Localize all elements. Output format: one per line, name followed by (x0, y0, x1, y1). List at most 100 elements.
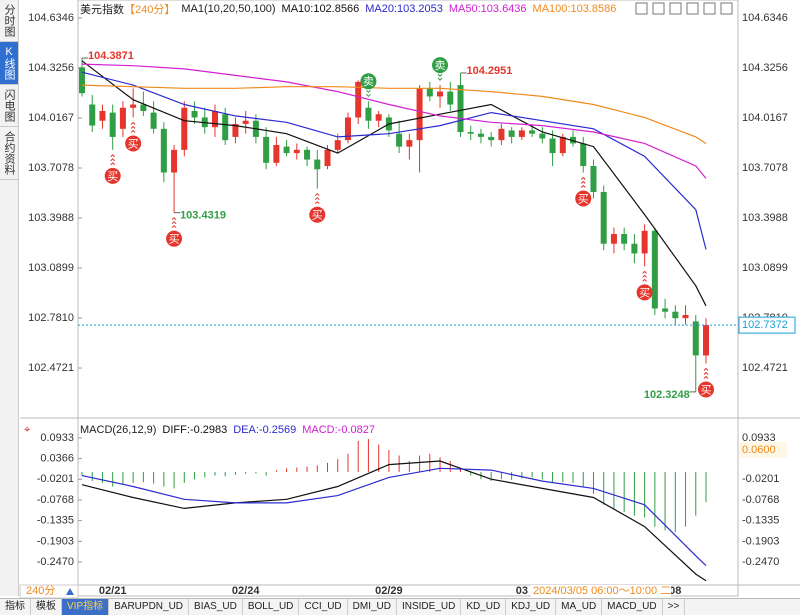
y-tick-label: 102.4721 (28, 362, 74, 374)
signal-marker (575, 190, 592, 207)
period-button[interactable] (19, 584, 79, 598)
y-tick-label-right: 103.0899 (742, 262, 788, 274)
signal-label: 买 (578, 192, 589, 205)
candle-body (130, 104, 137, 108)
toolbar-icon[interactable] (720, 2, 733, 15)
macd-tick-label: -0.0768 (37, 494, 74, 506)
annotation-label: 104.3871 (88, 50, 134, 62)
candle-body (263, 136, 270, 163)
candle-body (160, 128, 167, 173)
signal-label: 卖 (435, 59, 446, 72)
candle-body (171, 149, 178, 173)
macd-tick-label-right: -0.1903 (742, 535, 779, 547)
candle-body (477, 133, 484, 137)
bottom-tab[interactable]: CCI_UD (299, 599, 348, 615)
bottom-tab[interactable]: MACD_UD (602, 599, 663, 615)
toolbar-icon[interactable] (635, 2, 648, 15)
candle-body (662, 308, 669, 312)
candle-body (631, 243, 638, 254)
candle-body (304, 149, 311, 160)
macd-tick-label-right: -0.0768 (742, 494, 779, 506)
side-tab[interactable]: 合约资料 (0, 127, 18, 180)
macd-tick-label: -0.2470 (37, 556, 74, 568)
candle-body (498, 128, 505, 141)
candle-body (79, 67, 85, 94)
y-tick-label: 103.3988 (28, 212, 74, 224)
signal-arrow (130, 129, 136, 133)
signal-label: 买 (128, 137, 139, 150)
candle-body (211, 111, 218, 128)
candle-body (600, 191, 607, 244)
y-tick-label-right: 104.3256 (742, 62, 788, 74)
toolbar-icon[interactable] (686, 2, 699, 15)
bottom-tab[interactable]: VIP指标 (62, 599, 110, 615)
macd-gear: ⌖ (24, 424, 30, 436)
signal-arrow (314, 192, 320, 197)
candle-body (580, 143, 587, 167)
candle-body (355, 81, 362, 118)
crosshair-date: 2024/03/05 06:00～10:00 二 (533, 585, 671, 597)
candle-body (437, 91, 444, 97)
signal-label: 卖 (363, 75, 374, 88)
y-tick-label: 102.7810 (28, 312, 74, 324)
x-tick-label: 02/21 (99, 585, 127, 597)
toolbar-icon[interactable] (703, 2, 716, 15)
candle-body (273, 144, 280, 163)
side-tab[interactable]: 分时图 (0, 0, 18, 42)
macd-tick-label: 0.0933 (40, 432, 74, 444)
macd-tick-label-right: -0.0201 (742, 473, 779, 485)
signal-arrow (366, 93, 371, 98)
annotation-label: 104.2951 (466, 65, 512, 77)
signal-arrow (642, 278, 647, 282)
candle-body (222, 114, 229, 141)
signal-arrow (642, 270, 647, 274)
macd-tick-label-right: 0.0933 (742, 432, 776, 444)
toolbar-icon[interactable] (652, 2, 665, 15)
candle-body (406, 140, 413, 147)
bottom-tabs: 指标 模板 VIP指标 BARUPDN_UD BIAS_UD BOLL_UD CCI_UD D… (0, 598, 800, 615)
ma-line (81, 63, 707, 179)
signal-marker (636, 284, 653, 301)
bottom-tab[interactable]: 指标 (0, 599, 31, 615)
candle-body (467, 132, 474, 134)
annotation-label: 103.4319 (180, 210, 226, 222)
bottom-tab[interactable]: INSIDE_UD (397, 599, 462, 615)
bottom-tab[interactable]: MA_UD (556, 599, 603, 615)
price-header: 美元指数 【240分】 MA1(10,20,50,100) MA10:102.8566… (80, 1, 616, 17)
candle-body (651, 230, 658, 309)
bottom-tab[interactable]: BIAS_UD (189, 599, 243, 615)
bottom-tab[interactable]: >> (663, 599, 686, 615)
side-tab[interactable]: 闪电图 (0, 85, 18, 127)
candle-body (314, 159, 321, 170)
period-arrow (66, 588, 74, 595)
candle-body (99, 111, 106, 121)
signal-marker (125, 135, 142, 152)
bottom-tab[interactable]: KDJ_UD (506, 599, 557, 615)
bottom-tab[interactable]: DMI_UD (348, 599, 397, 615)
last-price-label: 102.7372 (742, 319, 788, 331)
candle-body (621, 234, 628, 244)
x-tick-label: 02/29 (375, 585, 403, 597)
bottom-tab[interactable]: BOLL_UD (243, 599, 300, 615)
candle-body (344, 117, 351, 141)
candle-body (416, 88, 423, 141)
y-tick-label-right: 104.6346 (742, 12, 788, 24)
candle-body (140, 104, 147, 112)
bottom-tab[interactable]: BARUPDN_UD (109, 599, 190, 615)
signal-marker (698, 381, 714, 398)
macd-tick-label-right: -0.2470 (742, 556, 779, 568)
signal-label: 买 (639, 286, 650, 299)
candle-body (447, 91, 454, 105)
macd-line (81, 460, 707, 582)
side-tabs: 分时图 K线图 闪电图 合约资料 (0, 0, 19, 596)
legend-entry: DEA:-0.2569 (233, 424, 297, 436)
signal-arrow (437, 77, 443, 81)
legend-entry: DIFF:-0.2983 (162, 424, 228, 436)
side-tab[interactable]: K线图 (0, 42, 18, 85)
toolbar-icon[interactable] (669, 2, 682, 15)
bottom-tab[interactable]: KD_UD (461, 599, 507, 615)
signal-arrow (171, 224, 177, 229)
x-tick-label: 08 (669, 585, 681, 597)
bottom-tab[interactable]: 模板 (31, 599, 62, 615)
candle-body (119, 107, 126, 129)
